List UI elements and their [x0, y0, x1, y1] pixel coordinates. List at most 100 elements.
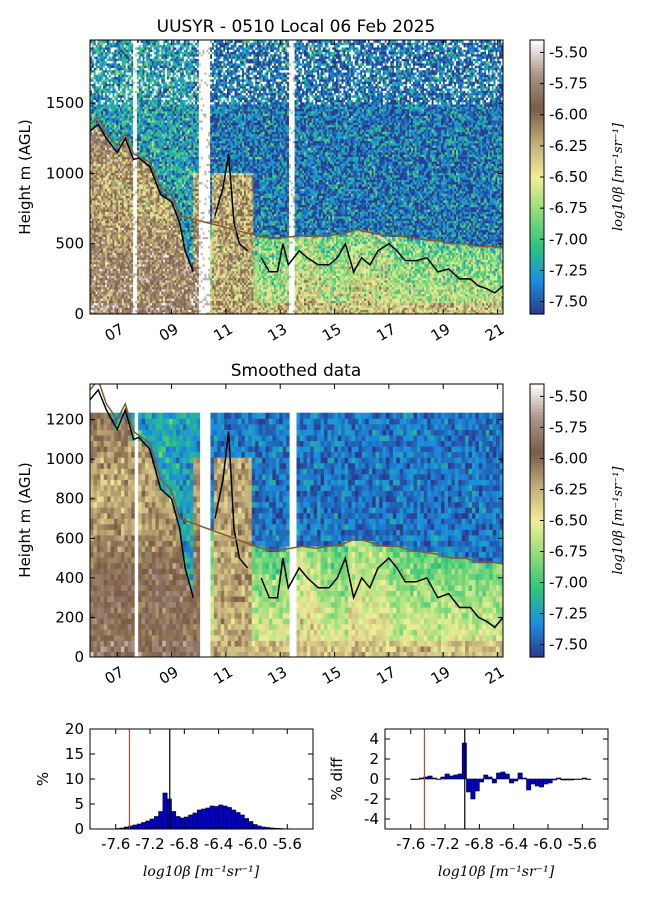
heatmap-cell	[129, 229, 132, 233]
heatmap-cell	[144, 55, 147, 59]
heatmap-cell	[118, 270, 121, 274]
heatmap-cell	[110, 53, 114, 57]
heatmap-cell	[97, 270, 100, 274]
heatmap-cell	[125, 177, 129, 180]
heatmap-cell	[121, 208, 125, 212]
heatmap-cell	[105, 252, 108, 256]
heatmap-cell	[120, 256, 123, 260]
heatmap-cell	[136, 270, 140, 274]
heatmap-cell	[118, 53, 121, 57]
heatmap-cell	[125, 183, 129, 187]
heatmap-cell	[120, 161, 123, 164]
heatmap-cell	[136, 60, 140, 64]
heatmap-cell	[110, 129, 114, 132]
heatmap-cell	[91, 78, 95, 82]
heatmap-cell	[135, 71, 138, 75]
heatmap-cell	[138, 65, 142, 68]
heatmap-cell	[106, 304, 110, 308]
heatmap-cell	[101, 40, 104, 43]
heatmap-cell	[121, 161, 125, 164]
heatmap-cell	[108, 211, 112, 215]
heatmap-cell	[146, 142, 149, 146]
heatmap-cell	[127, 218, 131, 221]
heatmap-cell	[103, 53, 106, 57]
heatmap-cell	[131, 206, 134, 210]
heatmap-cell	[114, 183, 117, 187]
heatmap-cell	[106, 181, 110, 185]
heatmap-cell	[105, 309, 108, 313]
heatmap-cell	[121, 284, 125, 288]
heatmap-cell	[144, 78, 147, 82]
heatmap-cell	[90, 270, 93, 274]
heatmap-cell	[112, 229, 116, 233]
heatmap-cell	[144, 135, 147, 139]
heatmap-cell	[106, 122, 110, 126]
heatmap-cell	[146, 204, 149, 208]
heatmap-cell	[110, 254, 114, 258]
heatmap-cell	[120, 261, 123, 265]
heatmap-cell	[110, 268, 114, 272]
heatmap-cell	[95, 247, 99, 251]
heatmap-cell	[120, 44, 123, 48]
heatmap-cell	[105, 149, 108, 153]
heatmap-cell	[93, 199, 97, 203]
heatmap-cell	[106, 272, 110, 276]
heatmap-cell	[142, 220, 146, 224]
heatmap-cell	[108, 254, 112, 258]
heatmap-cell	[106, 254, 110, 258]
heatmap-cell	[138, 110, 142, 114]
heatmap-cell	[105, 247, 108, 251]
heatmap-cell	[106, 218, 110, 221]
heatmap-cell	[120, 83, 123, 87]
heatmap-cell	[127, 211, 131, 215]
heatmap-cell	[135, 272, 138, 276]
heatmap-cell	[95, 97, 99, 100]
heatmap-cell	[93, 142, 97, 146]
heatmap-cell	[125, 46, 129, 50]
heatmap-cell	[118, 67, 121, 71]
heatmap-cell	[140, 65, 144, 68]
heatmap-cell	[118, 227, 121, 231]
heatmap-cell	[133, 211, 136, 215]
heatmap-cell	[106, 76, 110, 80]
heatmap-cell	[125, 133, 129, 137]
heatmap-cell	[131, 177, 134, 180]
heatmap-cell	[101, 224, 104, 228]
heatmap-cell	[136, 181, 140, 185]
heatmap-cell	[131, 55, 134, 59]
heatmap-cell	[123, 97, 127, 100]
heatmap-cell	[142, 177, 146, 180]
heatmap-cell	[133, 156, 136, 160]
heatmap-cell	[129, 208, 132, 212]
heatmap-cell	[106, 263, 110, 267]
heatmap-cell	[125, 261, 129, 265]
heatmap-cell	[138, 113, 142, 116]
heatmap-cell	[114, 192, 117, 196]
heatmap-cell	[91, 122, 95, 126]
heatmap-cell	[135, 172, 138, 176]
heatmap-cell	[140, 126, 144, 130]
heatmap-cell	[116, 229, 119, 233]
heatmap-cell	[131, 119, 134, 123]
heatmap-cell	[140, 53, 144, 57]
heatmap-cell	[116, 222, 119, 226]
heatmap-cell	[105, 231, 108, 235]
heatmap-cell	[133, 256, 136, 260]
heatmap-cell	[129, 60, 132, 64]
heatmap-cell	[91, 156, 95, 160]
heatmap-cell	[121, 42, 125, 46]
heatmap-cell	[91, 188, 95, 192]
heatmap-cell	[116, 215, 119, 219]
heatmap-cell	[103, 115, 106, 119]
heatmap-cell	[116, 161, 119, 164]
heatmap-cell	[120, 122, 123, 126]
heatmap-cell	[118, 238, 121, 242]
heatmap-cell	[123, 307, 127, 311]
heatmap-cell	[110, 158, 114, 162]
heatmap-cell	[135, 174, 138, 178]
heatmap-cell	[135, 243, 138, 247]
heatmap-cell	[114, 46, 117, 50]
heatmap-cell	[112, 99, 116, 103]
heatmap-cell	[99, 183, 102, 187]
heatmap-cell	[105, 254, 108, 258]
